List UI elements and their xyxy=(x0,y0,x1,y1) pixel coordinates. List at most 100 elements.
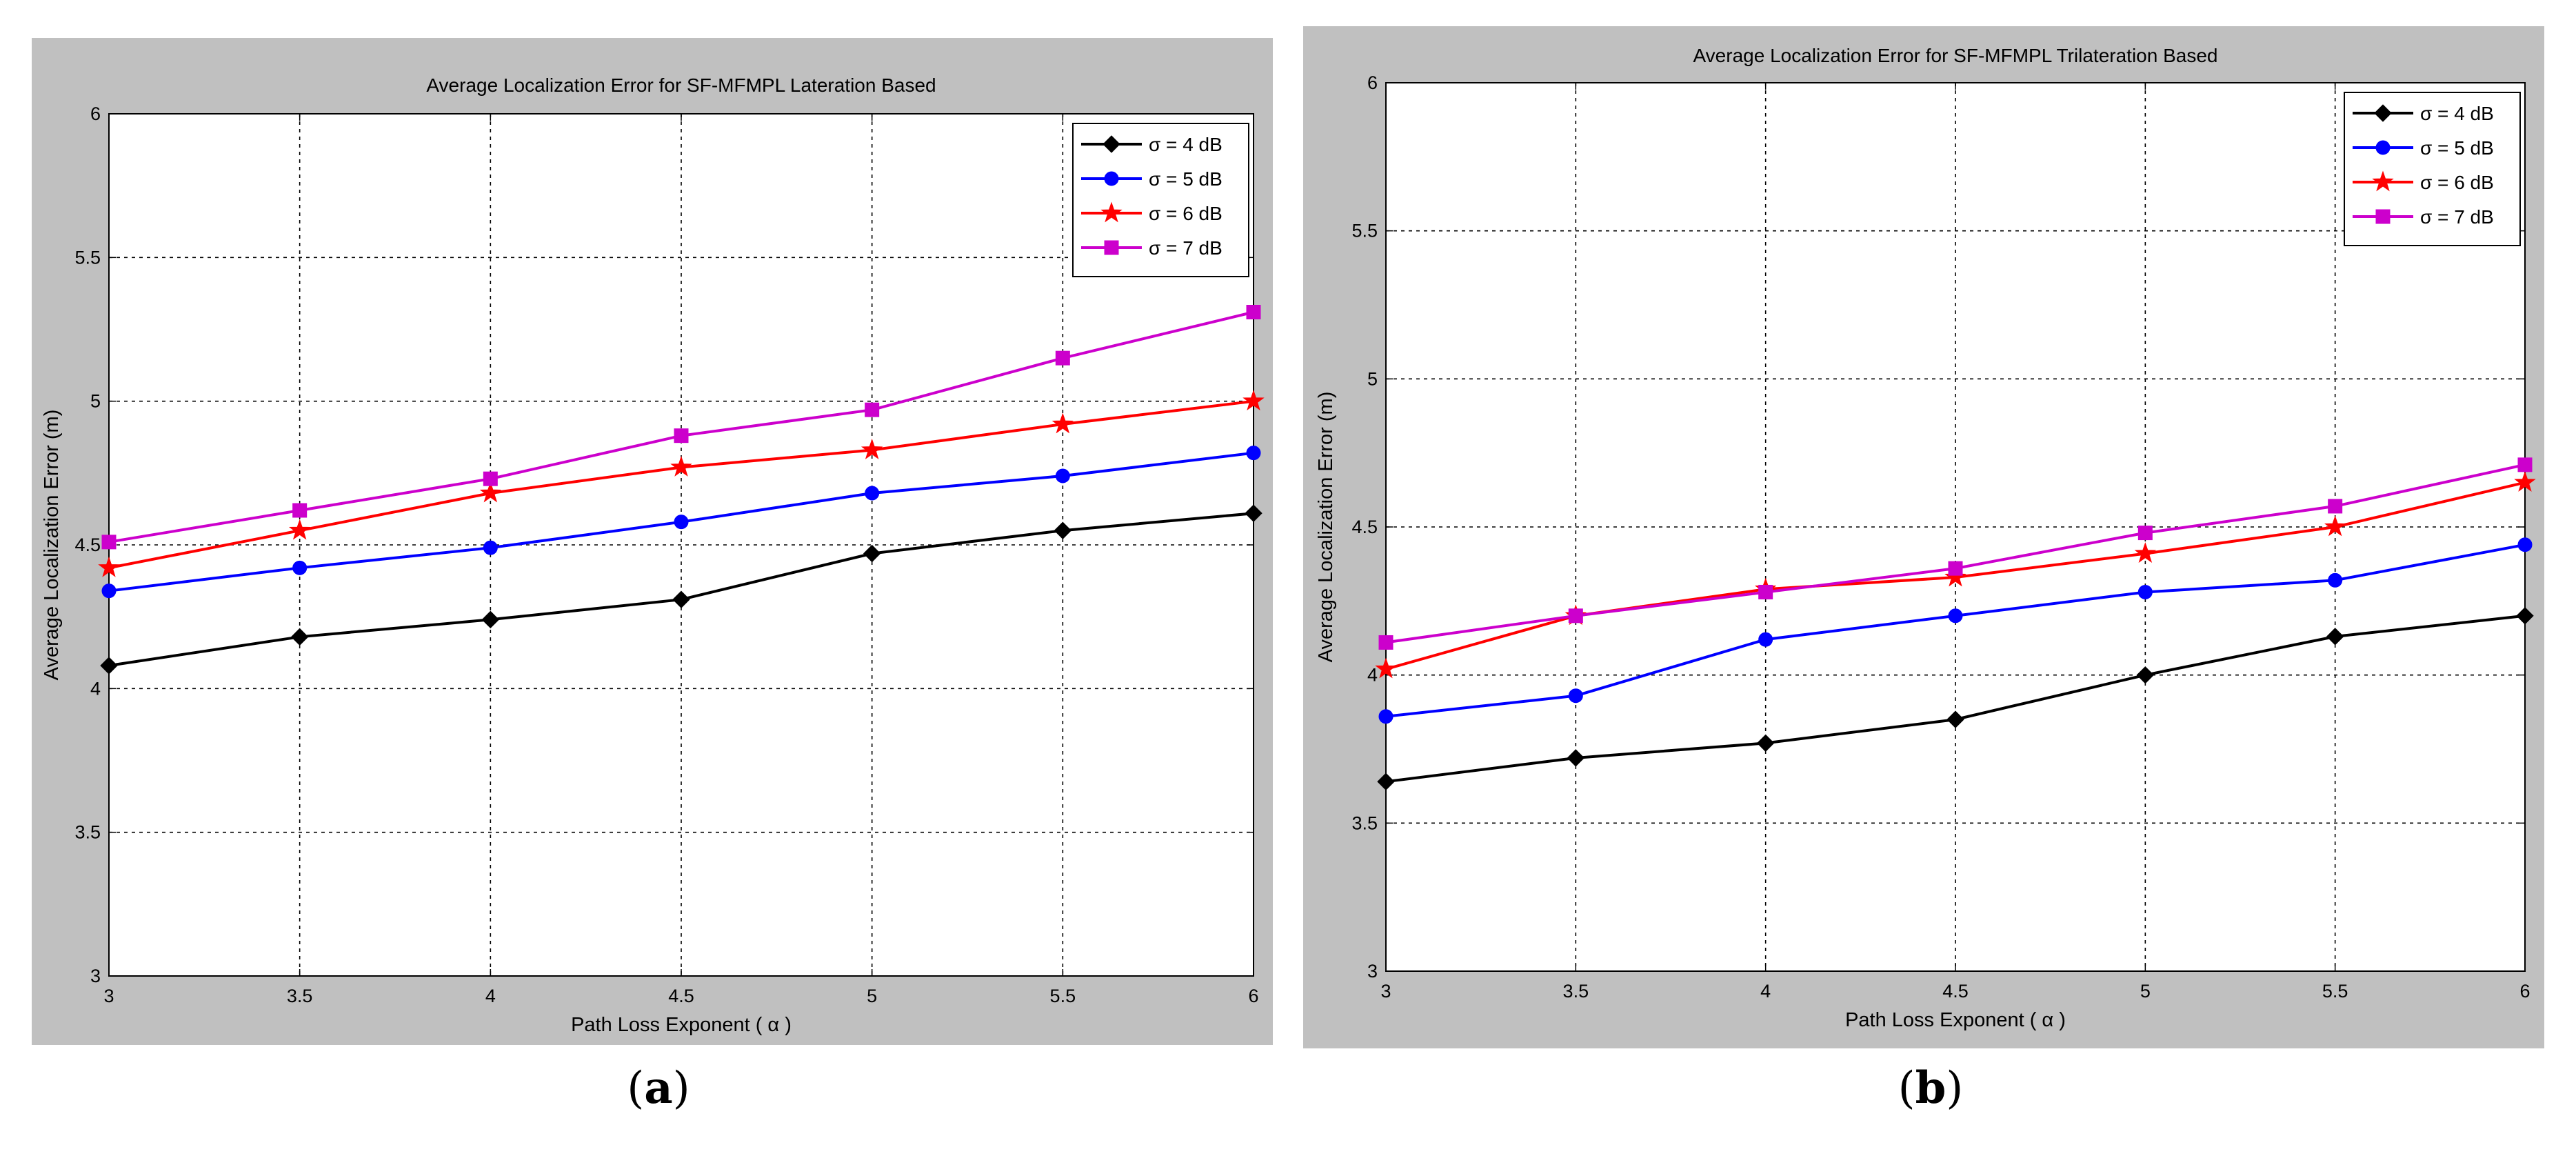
data-point-s3-3 xyxy=(674,428,689,444)
y-tick-label: 3.5 xyxy=(1351,813,1378,833)
data-point-s3-4 xyxy=(2137,526,2153,541)
legend-label: σ = 7 dB xyxy=(1149,237,1222,259)
data-point-s2-3 xyxy=(670,455,692,477)
x-axis-label: Path Loss Exponent ( α ) xyxy=(1845,1009,2066,1031)
y-tick-label: 5.5 xyxy=(74,247,101,268)
chart-panel-a: 3 3.5 4 4.5 5 5.5 6 3 3.5 4 4.5 5 5.5 6 σ = 4 dB σ = 5 … xyxy=(32,38,1273,1045)
data-point-s0-0 xyxy=(100,657,118,675)
y-tick-label: 3.5 xyxy=(74,822,101,843)
data-point-s1-1 xyxy=(292,560,308,575)
y-tick-label: 3 xyxy=(90,966,101,986)
x-tick-label: 6 xyxy=(2519,981,2530,1001)
legend-label: σ = 6 dB xyxy=(1149,203,1222,224)
data-point-s1-3 xyxy=(674,515,689,530)
data-point-s0-4 xyxy=(2136,666,2155,684)
data-point-s0-3 xyxy=(1946,710,1964,728)
data-point-s2-4 xyxy=(2134,542,2157,564)
legend-box xyxy=(2344,92,2521,246)
data-point-s3-3 xyxy=(1948,561,1963,576)
x-tick-label: 4.5 xyxy=(1942,981,1969,1001)
data-point-s3-0 xyxy=(1378,635,1393,650)
data-point-s1-1 xyxy=(1568,688,1583,704)
data-point-s3-1 xyxy=(1568,608,1583,624)
data-point-s2-3 xyxy=(1944,566,1966,587)
data-point-s1-6 xyxy=(1246,446,1261,461)
data-point-s3-5 xyxy=(2328,499,2343,514)
legend-label: σ = 7 dB xyxy=(2420,206,2494,228)
chart-title: Average Localization Error for SF-MFMPL … xyxy=(426,74,936,96)
legend-box xyxy=(1072,123,1249,277)
x-tick-label: 3.5 xyxy=(1563,981,1589,1001)
data-point-s3-2 xyxy=(483,471,498,486)
y-tick-label: 4.5 xyxy=(1351,517,1378,537)
data-point-s2-5 xyxy=(2324,515,2346,537)
x-tick-label: 6 xyxy=(1248,986,1258,1006)
data-point-s0-4 xyxy=(863,544,881,563)
y-axis-label: Average Localization Error (m) xyxy=(41,410,63,681)
axes-frame xyxy=(1385,82,2526,972)
data-point-s3-4 xyxy=(865,402,880,417)
data-point-s1-3 xyxy=(1948,608,1963,624)
chart-b: 3 3.5 4 4.5 5 5.5 6 3 3.5 4 4.5 5 5.5 6 σ = 4 dB σ = 5 … xyxy=(1315,45,2536,1031)
y-tick-label: 6 xyxy=(1367,72,1378,93)
data-point-s1-6 xyxy=(2517,537,2533,552)
data-point-s2-0 xyxy=(98,556,120,577)
data-point-s0-0 xyxy=(1377,773,1395,790)
y-axis-label: Average Localization Error (m) xyxy=(1315,392,1337,663)
data-point-s2-6 xyxy=(2514,471,2536,492)
y-tick-label: 5.5 xyxy=(1351,221,1378,241)
x-tick-label: 3.5 xyxy=(287,986,313,1006)
data-point-s0-3 xyxy=(672,590,690,608)
data-point-s1-4 xyxy=(2137,584,2153,599)
x-tick-label: 5 xyxy=(867,986,877,1006)
y-tick-label: 6 xyxy=(90,103,101,124)
data-point-s3-6 xyxy=(2517,457,2533,472)
data-point-s1-5 xyxy=(1055,468,1070,484)
legend-marker-3 xyxy=(1104,240,1119,255)
legend-marker-1 xyxy=(2375,140,2391,155)
data-point-s2-6 xyxy=(1242,390,1265,411)
data-point-s0-6 xyxy=(2516,607,2534,625)
data-point-s0-1 xyxy=(290,628,309,646)
chart-panel-b: 3 3.5 4 4.5 5 5.5 6 3 3.5 4 4.5 5 5.5 6 σ = 4 dB σ = 5 … xyxy=(1303,26,2544,1048)
data-point-s0-1 xyxy=(1567,749,1585,767)
data-point-s0-6 xyxy=(1245,504,1262,522)
x-axis-label: Path Loss Exponent ( α ) xyxy=(571,1014,792,1036)
legend-label: σ = 4 dB xyxy=(1149,134,1222,155)
subfigure-label-b: (b) xyxy=(1898,1062,1964,1114)
data-point-s1-2 xyxy=(1758,632,1773,647)
data-point-s0-2 xyxy=(481,610,500,629)
data-point-s1-0 xyxy=(1378,709,1393,724)
chart-title: Average Localization Error for SF-MFMPL … xyxy=(1693,45,2218,66)
data-point-s3-2 xyxy=(1758,584,1773,599)
legend-marker-0 xyxy=(2374,104,2392,122)
x-tick-label: 5.5 xyxy=(1050,986,1076,1006)
y-tick-label: 5 xyxy=(1367,368,1378,389)
data-point-s2-2 xyxy=(479,481,502,503)
legend-label: σ = 5 dB xyxy=(1149,168,1222,190)
data-point-s2-0 xyxy=(1375,657,1397,679)
y-tick-label: 4 xyxy=(90,678,101,699)
legend-marker-2 xyxy=(2372,170,2394,192)
data-point-s1-4 xyxy=(865,486,880,501)
data-point-s3-6 xyxy=(1246,305,1261,319)
data-point-s1-2 xyxy=(483,540,498,555)
subfigure-label-a: (a) xyxy=(627,1062,690,1114)
legend-label: σ = 4 dB xyxy=(2420,103,2494,124)
y-tick-label: 5 xyxy=(90,391,101,412)
data-point-s0-2 xyxy=(1756,734,1775,753)
x-tick-label: 5.5 xyxy=(2322,981,2348,1001)
x-tick-label: 4 xyxy=(485,986,496,1006)
x-tick-label: 4.5 xyxy=(668,986,694,1006)
x-tick-label: 3 xyxy=(1380,981,1391,1001)
y-tick-label: 4.5 xyxy=(74,535,101,555)
data-point-s3-5 xyxy=(1055,350,1070,366)
legend-marker-3 xyxy=(2375,209,2391,224)
data-point-s3-1 xyxy=(292,503,308,518)
legend-marker-1 xyxy=(1104,171,1119,186)
x-tick-label: 3 xyxy=(103,986,114,1006)
legend-marker-0 xyxy=(1103,135,1120,153)
data-point-s2-4 xyxy=(861,438,883,459)
data-point-s2-1 xyxy=(288,519,311,540)
legend-label: σ = 6 dB xyxy=(2420,172,2494,193)
